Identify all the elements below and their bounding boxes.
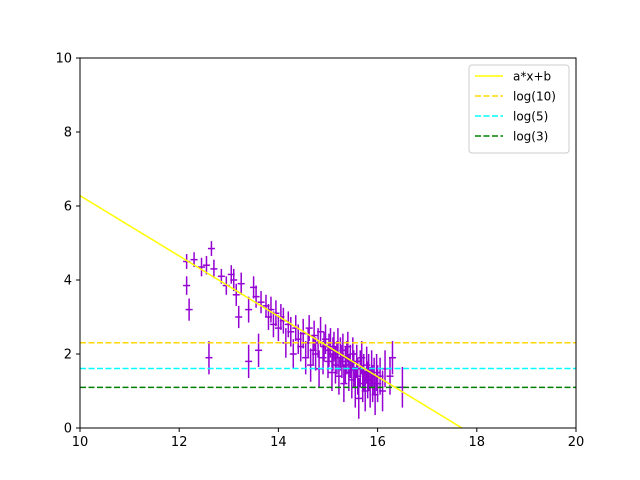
legend-label: log(3) bbox=[513, 130, 548, 144]
data-point bbox=[235, 305, 243, 329]
data-point bbox=[355, 378, 363, 419]
legend-label: log(10) bbox=[513, 90, 556, 104]
axis-ticks: 10 12 14 16 18 20 0 2 4 6 8 10 bbox=[55, 52, 584, 451]
x-tick-label: 18 bbox=[469, 435, 486, 450]
data-point bbox=[328, 354, 336, 391]
legend-entry: log(10) bbox=[475, 90, 556, 104]
data-point bbox=[305, 315, 313, 342]
data-point bbox=[320, 331, 328, 362]
data-point bbox=[245, 344, 253, 379]
y-tick-label: 0 bbox=[64, 422, 72, 437]
legend-entry: log(5) bbox=[475, 110, 548, 124]
data-point bbox=[183, 276, 191, 295]
data-point bbox=[255, 333, 263, 367]
legend-entry: log(3) bbox=[475, 130, 548, 144]
data-point bbox=[245, 296, 253, 323]
plot-area bbox=[80, 194, 576, 428]
legend-label: a*x+b bbox=[513, 70, 551, 84]
y-tick-label: 2 bbox=[64, 348, 72, 363]
data-point bbox=[287, 317, 295, 347]
data-point bbox=[340, 365, 348, 403]
data-point bbox=[198, 257, 206, 277]
data-point bbox=[230, 268, 238, 292]
data-point bbox=[373, 354, 381, 391]
x-tick-label: 12 bbox=[171, 435, 188, 450]
data-point bbox=[207, 241, 215, 256]
legend-box bbox=[468, 64, 570, 154]
data-point bbox=[386, 357, 394, 395]
legend-entry: a*x+b bbox=[475, 70, 551, 84]
data-point bbox=[232, 283, 240, 306]
data-point bbox=[310, 320, 318, 351]
x-tick-label: 16 bbox=[369, 435, 386, 450]
legend: a*x+b log(10) log(5) log(3) bbox=[468, 64, 570, 154]
data-point bbox=[325, 333, 333, 367]
data-point bbox=[257, 291, 265, 314]
data-point bbox=[341, 346, 349, 384]
y-tick-label: 6 bbox=[64, 200, 72, 215]
x-tick-label: 20 bbox=[568, 435, 585, 450]
legend-label: log(5) bbox=[513, 110, 548, 124]
data-point bbox=[379, 370, 387, 412]
x-tick-label: 10 bbox=[72, 435, 89, 450]
data-point bbox=[322, 324, 330, 354]
fit-line bbox=[80, 194, 463, 428]
y-tick-label: 4 bbox=[64, 274, 72, 289]
data-point bbox=[252, 285, 260, 308]
data-point bbox=[202, 255, 210, 275]
y-tick-label: 8 bbox=[64, 126, 72, 141]
data-point bbox=[353, 344, 361, 379]
y-tick-label: 10 bbox=[55, 52, 72, 67]
data-point bbox=[237, 272, 245, 295]
data-point bbox=[289, 339, 297, 369]
data-point bbox=[185, 298, 193, 321]
data-point bbox=[210, 259, 218, 279]
data-point bbox=[331, 346, 339, 384]
x-tick-label: 14 bbox=[270, 435, 287, 450]
axes-frame bbox=[79, 57, 577, 429]
data-point bbox=[388, 341, 396, 375]
